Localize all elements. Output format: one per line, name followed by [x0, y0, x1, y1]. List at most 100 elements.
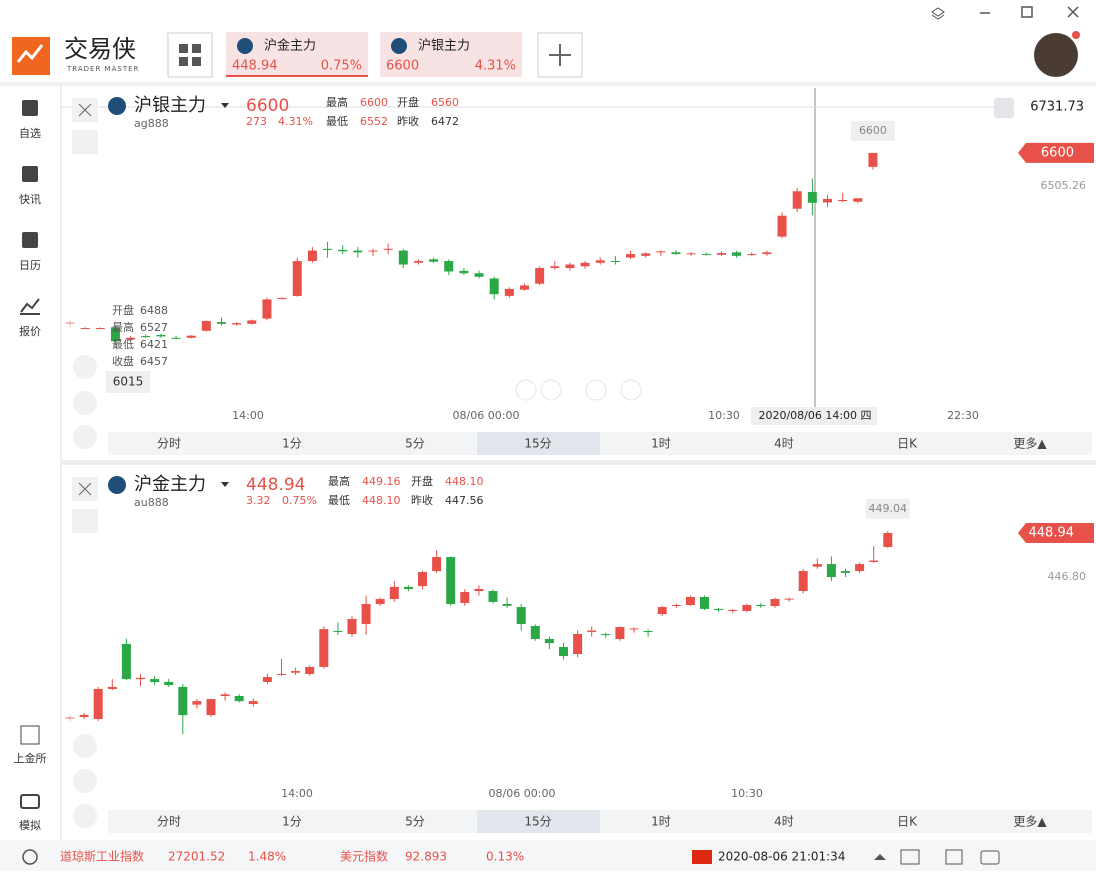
avatar[interactable] [1034, 33, 1078, 77]
draw-button[interactable] [73, 769, 97, 793]
candle-body [201, 321, 211, 331]
draw-button[interactable] [73, 391, 97, 415]
sidebar-item: 上金所 [14, 751, 47, 765]
dropdown-arrow[interactable] [221, 482, 229, 487]
line-button[interactable] [73, 804, 97, 828]
line-button[interactable] [73, 425, 97, 449]
candle-body [474, 588, 484, 592]
candle-body [368, 250, 378, 252]
candle-body [171, 337, 181, 339]
candle-body [573, 634, 583, 654]
tooltip-label: 最高 [112, 320, 134, 334]
x-tick-label: 14:00 [281, 787, 313, 800]
indicator-button[interactable] [73, 355, 97, 379]
alert-button[interactable] [994, 98, 1014, 118]
candle-body [657, 607, 667, 615]
stat-value: 448.10 [445, 475, 484, 488]
tab[interactable] [380, 32, 522, 77]
zoom-control[interactable] [540, 379, 562, 401]
timeframe-button: 1时 [651, 815, 671, 829]
maximize-button[interactable] [1021, 6, 1033, 18]
logo-text: 交易侠 [64, 35, 136, 63]
candle-body [489, 278, 499, 295]
tab-name: 沪金主力 [264, 38, 316, 54]
dropdown-arrow[interactable] [221, 103, 229, 108]
expand-button[interactable] [72, 509, 98, 533]
candle-body [403, 586, 413, 589]
candle-body [544, 638, 554, 644]
timeframe-button: 分时 [157, 437, 181, 451]
sidebar-divider [60, 86, 62, 841]
close-button[interactable] [1067, 6, 1079, 18]
icon [20, 725, 40, 745]
candle-body [643, 630, 653, 632]
tab-icon [391, 38, 407, 54]
candle-body [869, 560, 879, 562]
candle-body [80, 328, 90, 330]
last-price: 448.94 [1029, 525, 1075, 540]
timeframe-button: 更多▲ [1013, 437, 1047, 451]
stat-label: 最高 [326, 95, 348, 109]
timeframe-button: 4时 [774, 437, 794, 451]
candle-body [353, 250, 363, 253]
tool-icon[interactable] [900, 849, 920, 865]
expand-icon[interactable] [874, 854, 886, 860]
last-price: 6600 [1041, 145, 1074, 160]
candle-body [742, 605, 752, 611]
tab[interactable] [226, 32, 368, 77]
tool-icon[interactable] [945, 849, 963, 865]
stat-label: 最高 [328, 474, 350, 488]
icon [20, 794, 40, 809]
camera-icon[interactable] [980, 850, 1000, 865]
candle-body [641, 253, 651, 256]
x-tick-label: 08/06 00:00 [489, 787, 556, 800]
candle-body [389, 586, 399, 600]
candle-body [319, 629, 329, 667]
timeframe-active[interactable] [477, 810, 600, 833]
panel-divider [62, 460, 1096, 465]
sidebar-item: 报价 [19, 324, 41, 338]
icon [22, 232, 38, 248]
candle-body [656, 251, 666, 253]
candle-body [307, 250, 317, 262]
zoom-control[interactable] [515, 379, 537, 401]
sidebar-item: 日历 [19, 259, 41, 272]
support-icon[interactable] [22, 849, 38, 865]
tab-underline [226, 75, 368, 77]
expand-button[interactable] [72, 130, 98, 154]
candle-body [277, 298, 287, 300]
symbol-name: 沪银主力 [134, 95, 206, 116]
ticker-name: 美元指数 [340, 849, 388, 864]
zoom-control[interactable] [620, 379, 642, 401]
candle-body [432, 557, 442, 572]
candle-body [398, 250, 408, 265]
stat-label: 最低 [326, 115, 348, 128]
candle-body [520, 285, 529, 290]
candle-body [502, 603, 512, 606]
tab-price: 448.94 [232, 59, 278, 74]
candle-body [232, 323, 242, 325]
timeframe-button: 5分 [405, 815, 425, 829]
timeframe-active[interactable] [477, 432, 600, 455]
candle-body [206, 699, 216, 716]
candle-body [629, 628, 639, 630]
timeframe-button: 1分 [282, 815, 302, 829]
candle-body [291, 671, 301, 673]
high-label: 6600 [859, 124, 887, 137]
layout-button[interactable] [167, 32, 213, 78]
candle-body [610, 261, 620, 263]
zoom-control[interactable] [585, 379, 607, 401]
indicator-button[interactable] [73, 734, 97, 758]
candle-body [65, 322, 75, 324]
tooltip-label: 开盘 [112, 303, 134, 317]
x-tick-label: 14:00 [232, 409, 264, 422]
layers-icon[interactable] [931, 7, 945, 20]
x-tick-label: 10:30 [731, 787, 763, 800]
candle-body [262, 677, 272, 682]
candle-body [855, 564, 865, 572]
candle-body [126, 337, 136, 340]
stat-value: 447.56 [445, 494, 484, 507]
candle-body [530, 626, 540, 639]
candle-body [429, 259, 439, 262]
y-tick-label: 446.80 [1048, 570, 1087, 583]
